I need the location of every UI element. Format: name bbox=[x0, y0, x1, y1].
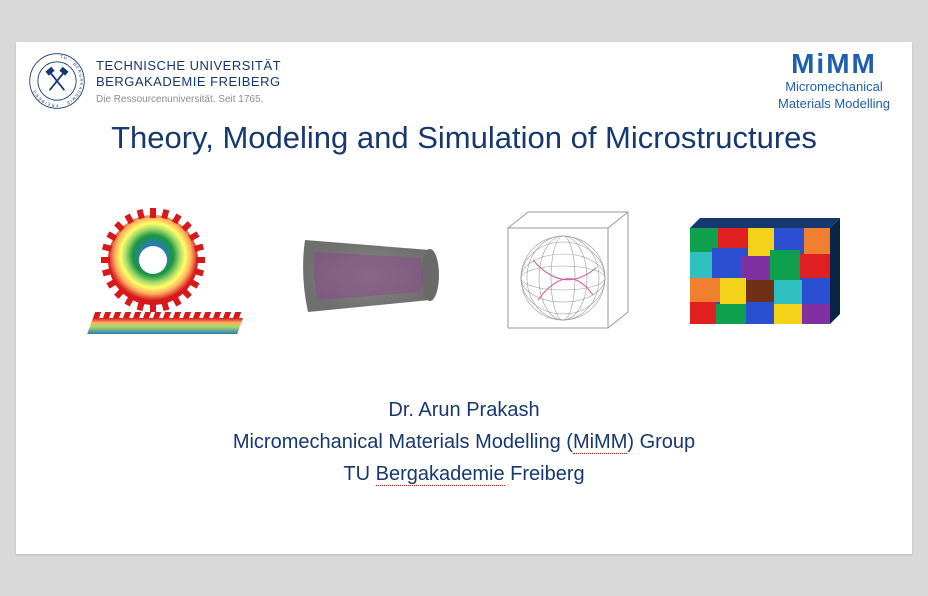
figure-row bbox=[16, 190, 912, 360]
university-seal-icon: TU · BERGAKADEMIE · FREIBERG · bbox=[28, 52, 86, 110]
author-affil-prefix: TU bbox=[343, 463, 375, 485]
slide: TU · BERGAKADEMIE · FREIBERG · TECHNISCH… bbox=[16, 42, 912, 554]
author-group: Micromechanical Materials Modelling (MiM… bbox=[16, 426, 912, 458]
figure-cone bbox=[280, 200, 450, 350]
mimm-subtitle-2: Materials Modelling bbox=[778, 97, 890, 112]
figure-gear bbox=[83, 200, 253, 350]
author-group-prefix: Micromechanical Materials Modelling ( bbox=[233, 431, 573, 453]
figure-grains bbox=[675, 200, 845, 350]
author-block: Dr. Arun Prakash Micromechanical Materia… bbox=[16, 394, 912, 490]
mimm-logo-block: MiMM Micromechanical Materials Modelling bbox=[778, 50, 890, 112]
author-group-link: MiMM bbox=[573, 431, 627, 454]
university-lockup: TU · BERGAKADEMIE · FREIBERG · TECHNISCH… bbox=[28, 52, 281, 110]
slide-title: Theory, Modeling and Simulation of Micro… bbox=[16, 120, 912, 156]
author-affil-suffix: Freiberg bbox=[505, 463, 585, 485]
author-affiliation: TU Bergakademie Freiberg bbox=[16, 458, 912, 490]
university-name-line1: TECHNISCHE UNIVERSITÄT bbox=[96, 58, 281, 73]
author-affil-underlined: Bergakademie bbox=[376, 463, 505, 486]
mimm-logo: MiMM bbox=[778, 50, 890, 78]
author-group-suffix: ) Group bbox=[627, 431, 695, 453]
university-name-block: TECHNISCHE UNIVERSITÄT BERGAKADEMIE FREI… bbox=[96, 58, 281, 105]
university-name-line2: BERGAKADEMIE FREIBERG bbox=[96, 74, 281, 89]
author-name: Dr. Arun Prakash bbox=[16, 394, 912, 426]
mimm-subtitle-1: Micromechanical bbox=[778, 80, 890, 95]
figure-sphere-cube bbox=[478, 200, 648, 350]
university-tagline: Die Ressourcenuniversität. Seit 1765. bbox=[96, 94, 281, 105]
